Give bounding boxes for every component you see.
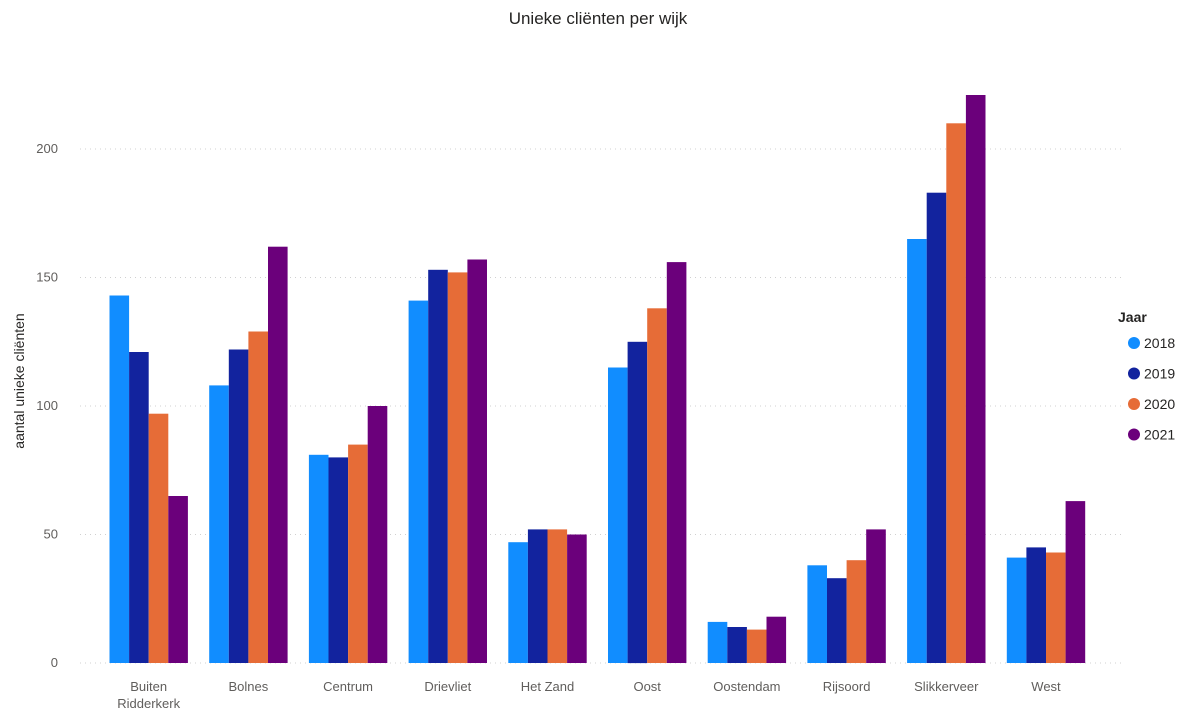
- bar-2019[interactable]: [926, 192, 947, 663]
- bar-2020[interactable]: [148, 413, 169, 663]
- y-axis-title: aantal unieke cliënten: [11, 313, 27, 448]
- x-tick-label: Centrum: [323, 679, 373, 694]
- legend-marker: [1128, 367, 1140, 380]
- legend-label: 2018: [1144, 335, 1175, 351]
- legend-item-2020[interactable]: 2020: [1128, 396, 1175, 412]
- legend: Jaar 2018 2019 2020 2021: [1118, 309, 1175, 443]
- legend-label: 2021: [1144, 427, 1175, 443]
- bar-2018[interactable]: [608, 367, 628, 664]
- bar-2019[interactable]: [727, 627, 747, 663]
- y-tick-label: 50: [44, 527, 58, 542]
- bar-2020[interactable]: [746, 629, 767, 663]
- x-tick-label: Bolnes: [229, 679, 269, 694]
- legend-label: 2020: [1144, 396, 1175, 412]
- bar-2019[interactable]: [328, 457, 349, 663]
- bar-2019[interactable]: [627, 341, 648, 664]
- x-tick-label: Slikkerveer: [914, 679, 979, 694]
- bar-2019[interactable]: [1026, 547, 1046, 663]
- y-tick-label: 100: [36, 398, 58, 413]
- bar-2020[interactable]: [946, 123, 966, 664]
- bar-2019[interactable]: [228, 349, 249, 664]
- legend-marker: [1128, 428, 1140, 441]
- bar-2021[interactable]: [1065, 501, 1086, 663]
- bar-2021[interactable]: [766, 616, 787, 663]
- x-tick-label: Rijsoord: [823, 679, 871, 694]
- y-tick-label: 0: [51, 655, 58, 670]
- legend-item-2021[interactable]: 2021: [1128, 427, 1175, 443]
- bar-2018[interactable]: [109, 295, 130, 664]
- bar-2018[interactable]: [408, 300, 429, 663]
- bar-2019[interactable]: [129, 352, 149, 663]
- bar-2018[interactable]: [1006, 557, 1027, 663]
- bar-2021[interactable]: [367, 406, 388, 663]
- legend-marker: [1128, 337, 1140, 349]
- bar-2018[interactable]: [907, 239, 927, 663]
- bar-2019[interactable]: [827, 578, 847, 663]
- bar-2018[interactable]: [707, 621, 728, 663]
- bars: [109, 95, 1086, 664]
- bar-2020[interactable]: [547, 529, 568, 663]
- bar-2020[interactable]: [1046, 552, 1066, 664]
- bar-2020[interactable]: [348, 444, 368, 663]
- bar-2021[interactable]: [965, 95, 986, 663]
- legend-label: 2019: [1144, 366, 1175, 382]
- x-tick-label: Buiten Ridderkerk: [117, 679, 180, 711]
- legend-item-2019[interactable]: 2019: [1128, 366, 1175, 382]
- legend-item-2018[interactable]: 2018: [1128, 335, 1175, 351]
- bar-2021[interactable]: [567, 534, 587, 664]
- bar-2018[interactable]: [308, 454, 329, 663]
- bar-2019[interactable]: [428, 269, 448, 663]
- y-axis-ticks: 0 50 100 150 200: [36, 141, 58, 670]
- x-tick-label: Oostendam: [713, 679, 780, 694]
- x-tick-label: Drievliet: [424, 679, 471, 694]
- legend-title: Jaar: [1118, 309, 1147, 325]
- bar-2018[interactable]: [508, 542, 528, 663]
- bar-2020[interactable]: [846, 560, 867, 663]
- bar-2021[interactable]: [866, 529, 886, 663]
- bar-2021[interactable]: [467, 259, 487, 664]
- bar-2018[interactable]: [807, 565, 827, 663]
- bar-2020[interactable]: [647, 308, 667, 663]
- x-axis-ticks: Buiten Ridderkerk Bolnes Centrum Drievliet He…: [117, 679, 1061, 711]
- y-tick-label: 200: [36, 141, 58, 156]
- bar-2021[interactable]: [268, 246, 288, 663]
- x-tick-label: Oost: [633, 679, 661, 694]
- x-tick-label: Het Zand: [521, 679, 574, 694]
- chart-title: Unieke cliënten per wijk: [509, 9, 688, 28]
- bar-2020[interactable]: [447, 272, 468, 663]
- bar-2019[interactable]: [527, 529, 548, 663]
- bar-2018[interactable]: [209, 385, 229, 663]
- x-tick-label: West: [1031, 679, 1061, 694]
- y-tick-label: 150: [36, 270, 58, 285]
- bar-2021[interactable]: [666, 262, 687, 663]
- legend-marker: [1128, 398, 1140, 410]
- bar-2021[interactable]: [168, 496, 188, 663]
- bar-2020[interactable]: [248, 331, 268, 664]
